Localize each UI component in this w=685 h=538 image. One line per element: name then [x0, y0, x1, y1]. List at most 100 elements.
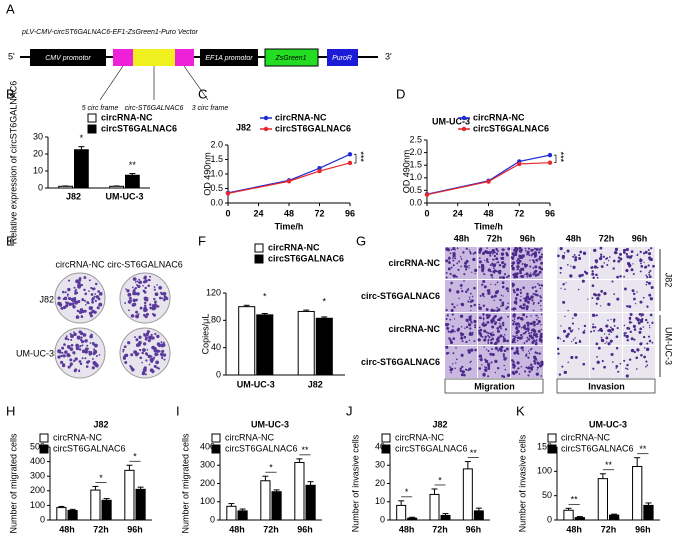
cell — [478, 248, 483, 252]
x-tick-label: 96h — [297, 524, 313, 534]
significance: ** — [301, 445, 309, 455]
cell — [582, 362, 586, 366]
cell — [540, 253, 543, 256]
cell — [569, 329, 573, 333]
cell — [605, 341, 608, 343]
time-label: 48h — [454, 233, 470, 243]
cell — [628, 316, 632, 320]
cell — [583, 270, 587, 273]
cell — [491, 325, 495, 329]
colony — [62, 290, 65, 294]
cell — [462, 373, 466, 377]
cell — [465, 368, 468, 371]
colony — [127, 341, 131, 345]
cell — [459, 256, 462, 258]
colony — [124, 360, 128, 364]
legend-swatch — [39, 444, 49, 454]
colony — [75, 343, 79, 348]
colony — [66, 293, 69, 296]
cell — [460, 303, 463, 306]
colony — [98, 291, 103, 296]
cell — [525, 340, 528, 343]
cell — [516, 268, 518, 271]
y-axis-label: Copies/μL — [200, 314, 210, 355]
colony — [142, 348, 146, 352]
colony — [78, 370, 80, 373]
cell — [524, 247, 527, 250]
cell — [492, 270, 495, 273]
colony — [144, 305, 147, 308]
cell — [533, 329, 537, 334]
cell — [516, 361, 520, 365]
significance: * — [323, 296, 327, 306]
cell — [578, 328, 580, 330]
colony — [153, 364, 157, 368]
cell — [445, 345, 449, 349]
cell — [471, 322, 473, 324]
cell — [483, 346, 485, 348]
colony — [75, 279, 80, 284]
box-label: CMV promotor — [45, 55, 91, 62]
cell — [503, 333, 506, 336]
colony — [143, 301, 147, 305]
colony — [80, 283, 84, 287]
cell — [451, 363, 454, 365]
cell — [632, 292, 636, 296]
bar — [56, 507, 67, 521]
cell — [449, 252, 452, 255]
cell — [468, 367, 472, 371]
colony — [139, 306, 143, 310]
cell — [538, 352, 541, 355]
cell — [496, 339, 500, 343]
cell — [483, 265, 485, 267]
well-image — [557, 346, 589, 378]
cell — [591, 270, 594, 273]
cell — [559, 247, 563, 251]
colony — [83, 309, 87, 313]
cell — [534, 342, 538, 346]
cell — [538, 270, 542, 274]
cell — [572, 317, 574, 319]
cell — [486, 321, 490, 324]
cell — [639, 258, 642, 260]
cell — [571, 322, 575, 325]
cell — [514, 297, 518, 300]
cell — [538, 266, 542, 270]
cell — [455, 346, 457, 349]
cell — [531, 252, 535, 256]
cell — [613, 320, 616, 323]
cell — [631, 289, 635, 293]
x-tick-label: 96 — [345, 208, 355, 218]
colony — [161, 349, 165, 353]
chart-title: UM-UC-3 — [432, 116, 470, 126]
cell — [630, 337, 634, 341]
cell — [567, 361, 569, 363]
cell — [468, 317, 472, 321]
colony — [126, 289, 130, 293]
colony — [78, 310, 82, 314]
colony — [91, 366, 95, 370]
cell — [502, 321, 505, 325]
colony — [93, 295, 96, 298]
cell — [454, 257, 457, 260]
cell — [583, 329, 586, 331]
cell — [611, 280, 614, 283]
cell — [528, 322, 531, 325]
colony — [143, 333, 147, 337]
caption-box — [444, 378, 544, 394]
cell — [512, 363, 516, 367]
cell — [522, 306, 526, 310]
cell — [445, 317, 448, 321]
cell — [451, 257, 454, 259]
cell — [600, 305, 602, 307]
cell — [478, 331, 482, 335]
cell — [570, 265, 572, 267]
cell — [632, 272, 635, 276]
chart: I UM-UC-3 Number of migrated cells 0 100 200 3… — [176, 403, 322, 534]
cell — [481, 292, 485, 296]
cell — [579, 250, 583, 254]
colony — [63, 343, 66, 346]
legend-swatch — [254, 254, 264, 264]
colony — [139, 348, 142, 352]
cell — [535, 341, 538, 344]
